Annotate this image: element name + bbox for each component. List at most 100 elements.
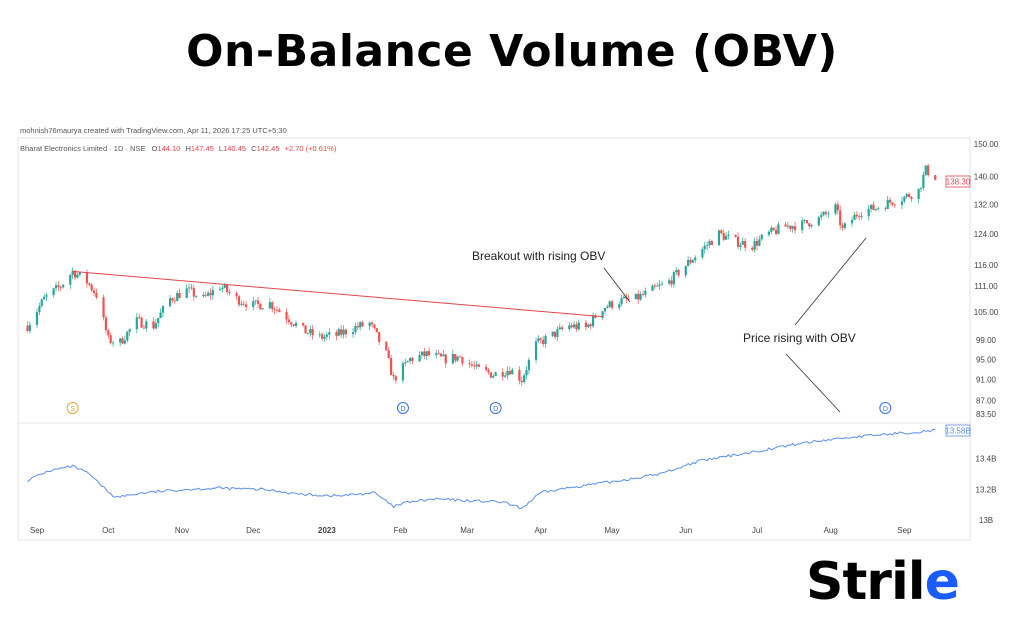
candle-body [385, 341, 388, 351]
candle-body [73, 270, 77, 278]
candle-body [389, 357, 393, 375]
candle-body [610, 301, 614, 308]
candle-body [119, 338, 122, 343]
candle-body [275, 309, 279, 311]
candle-body [767, 231, 771, 235]
candle-body [793, 226, 797, 231]
time-tick-label: Jun [679, 526, 692, 535]
candle-body [701, 249, 704, 258]
candle-body [801, 220, 804, 231]
candle-body [751, 247, 754, 250]
event-marker [879, 402, 892, 414]
strike-logo: Strile [806, 552, 960, 612]
candle-body [292, 324, 295, 326]
candle-body [523, 375, 526, 383]
candle-body [323, 336, 326, 339]
candle-body [575, 324, 578, 330]
price-tick-label: 83.50 [976, 410, 997, 419]
candle-body [637, 293, 640, 300]
candle-body [35, 311, 39, 325]
price-tick-label: 140.00 [974, 173, 999, 182]
candle-body [235, 293, 238, 297]
event-marker [396, 402, 409, 414]
ohlc-c-label: C [251, 144, 257, 153]
candle-body [824, 212, 828, 214]
chart-frame [17, 137, 971, 541]
candle-body [739, 244, 742, 247]
candle-body [368, 322, 371, 327]
candle-body [888, 199, 892, 203]
candle-body [237, 296, 241, 305]
candle-body [361, 322, 364, 327]
annotation-price-arrow [794, 237, 867, 326]
candle-body [28, 324, 31, 331]
candle-body [45, 295, 48, 297]
candle-body [744, 241, 747, 248]
candle-body [437, 353, 440, 355]
price-tick-label: 87.00 [976, 397, 997, 406]
candle-body [109, 335, 112, 343]
candle-body [927, 165, 930, 176]
time-axis: Sep Oct Nov Dec 2023 Feb Mar Apr May Jun Jul Aug Sep [30, 526, 912, 535]
candle-body [218, 289, 222, 291]
candle-body [123, 340, 127, 344]
candle-body [190, 287, 193, 289]
candle-body [639, 294, 642, 300]
candle-body [71, 270, 74, 275]
candle-body [111, 342, 115, 344]
candle-body [485, 366, 488, 370]
candle-body [404, 362, 407, 364]
candle-body [401, 363, 405, 381]
candle-body [710, 241, 713, 246]
ohlc-h-value: 147.45 [191, 144, 214, 153]
candle-body [192, 288, 195, 297]
candle-body [406, 361, 409, 363]
candle-body [425, 351, 428, 356]
annotation-price-rising: Price rising with OBV [743, 331, 856, 345]
candle-body [537, 338, 540, 342]
candle-body [891, 202, 894, 205]
candle-body [855, 214, 858, 217]
candle-body [252, 301, 255, 308]
candle-body [867, 209, 870, 217]
candle-body [934, 175, 937, 180]
annotation-breakout: Breakout with rising OBV [472, 249, 605, 263]
candle-body [444, 354, 447, 364]
candle-body [551, 331, 554, 336]
candle-body [877, 208, 880, 210]
candle-body [311, 329, 314, 336]
candle-body [387, 350, 390, 358]
candle-body [872, 204, 875, 210]
candle-body [226, 285, 229, 293]
candle-body [618, 304, 621, 308]
obv-axis: 13.4B 13.2B 13B [976, 454, 997, 525]
candle-body [468, 363, 471, 365]
candle-body [653, 285, 656, 287]
candle-body [660, 283, 664, 285]
candle-body [884, 208, 887, 210]
candle-body [658, 284, 661, 286]
time-tick-label: May [605, 526, 620, 535]
candle-body [511, 369, 514, 375]
candle-body [791, 226, 794, 229]
price-axis: 150.00 140.00 132.00 124.00 116.00 111.00 105.… [974, 140, 999, 419]
candle-body [556, 329, 559, 337]
candle-body [161, 306, 165, 313]
candle-body [202, 294, 205, 297]
candle-body [850, 220, 854, 224]
candle-body [473, 365, 476, 367]
candle-body [668, 280, 671, 284]
time-tick-label: Mar [460, 526, 474, 535]
candle-body [544, 335, 547, 345]
candle-body [268, 302, 271, 309]
candle-body [223, 285, 226, 288]
price-tick-label: 111.00 [974, 282, 998, 291]
candle-body [910, 196, 913, 199]
candle-body [408, 358, 412, 362]
candle-body [736, 236, 740, 247]
candle-body [487, 369, 490, 373]
candle-body [178, 292, 181, 298]
candle-body [584, 322, 588, 328]
candle-body [827, 213, 830, 215]
symbol-text: Bharat Electronics Limited · 1D · NSE O1… [20, 144, 337, 153]
